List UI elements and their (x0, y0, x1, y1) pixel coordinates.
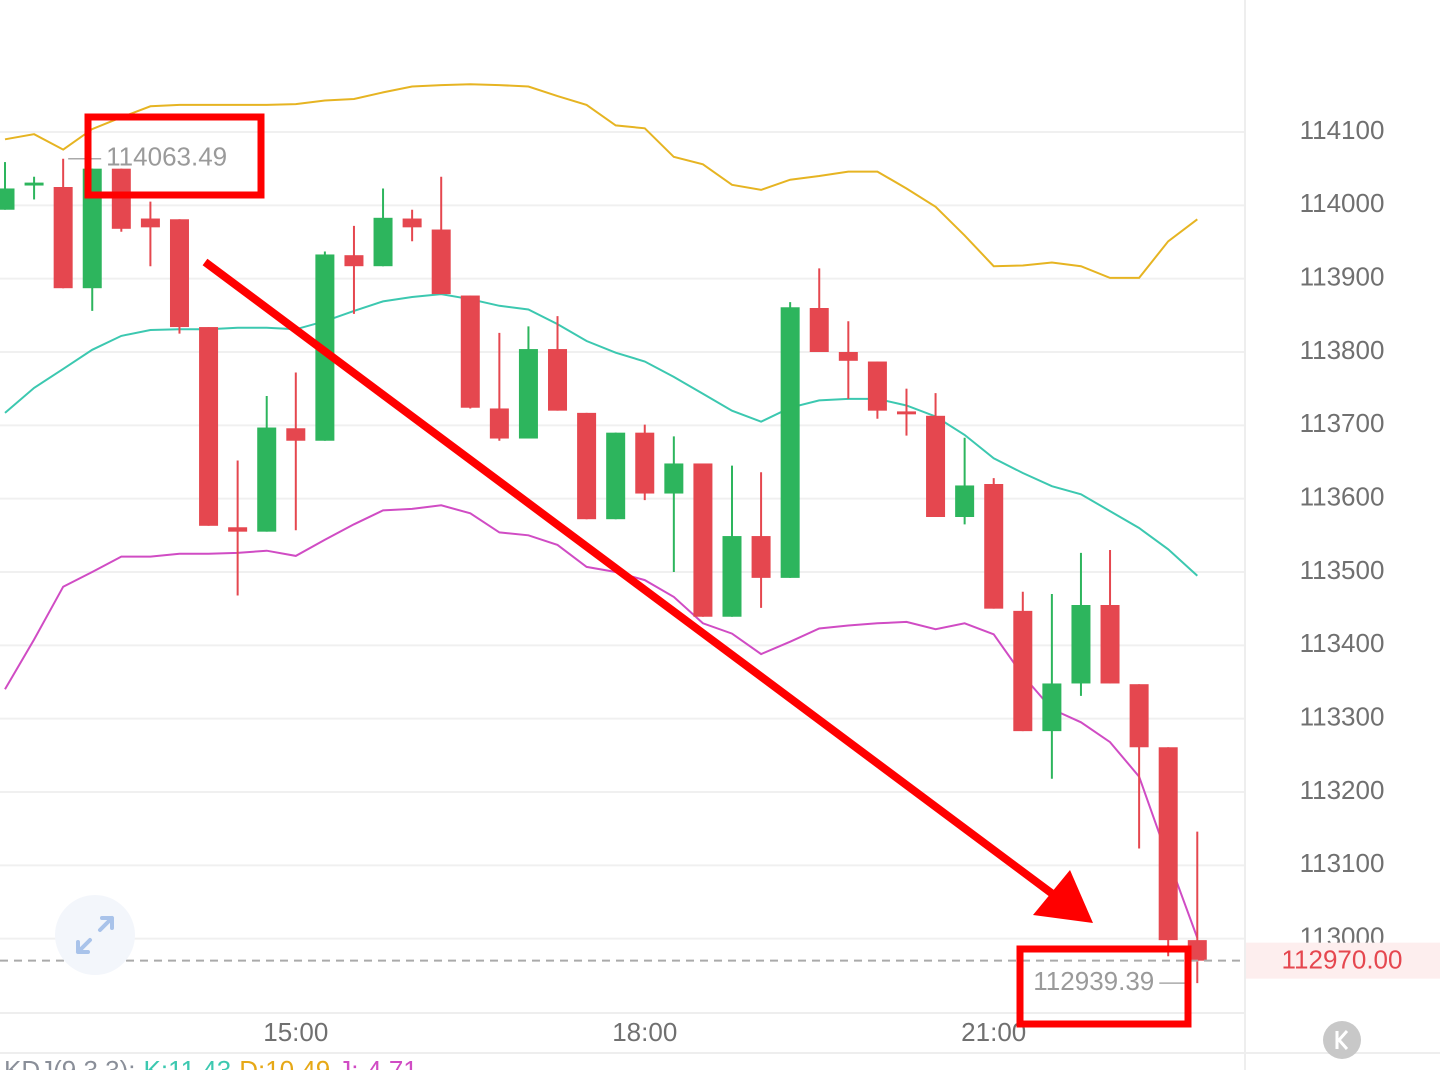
candle-body (1071, 605, 1091, 684)
candle-body (1158, 747, 1178, 941)
y-tick-label: 113800 (1300, 335, 1385, 365)
y-tick-label: 113300 (1300, 702, 1385, 732)
y-tick-label: 113600 (1300, 482, 1385, 512)
candle-body (228, 527, 248, 532)
band-line (4, 83, 1198, 279)
candle-body (199, 327, 219, 526)
candle-body (838, 352, 858, 361)
zoom-icon[interactable] (76, 916, 114, 954)
min-low-label: 112939.39 (1033, 966, 1154, 996)
candle-body (664, 463, 684, 494)
y-tick-label: 113100 (1300, 848, 1385, 878)
y-tick-label: 113200 (1300, 775, 1385, 805)
indicator-label: KDJ(9,3,3): K:11.43 D:10.49 J:-4.71 (4, 1055, 418, 1070)
candle-body (489, 408, 509, 439)
max-high-label: 114063.49 (106, 142, 227, 172)
candle-body (169, 219, 189, 328)
indicator-item: KDJ(9,3,3): (4, 1055, 136, 1070)
candle-body (635, 432, 655, 494)
x-tick-label: 15:00 (263, 1017, 328, 1047)
candle-body (1100, 605, 1120, 684)
candle-body (577, 412, 597, 520)
y-tick-label: 113500 (1300, 555, 1385, 585)
labels: 1130001131001132001133001134001135001136… (0, 115, 1440, 1070)
candle-body (606, 432, 626, 520)
candle-body (402, 218, 422, 228)
y-tick-label: 113700 (1300, 408, 1385, 438)
candle-body (140, 218, 160, 228)
candle-body (286, 428, 306, 441)
candle-body (82, 168, 102, 289)
y-tick-label: 113900 (1300, 262, 1385, 292)
collapse-icon[interactable] (1335, 1030, 1349, 1050)
candle-body (809, 308, 829, 352)
candle-body (1013, 610, 1033, 732)
candle-body (780, 307, 800, 578)
candle-body (926, 415, 946, 517)
indicator-item: K:11.43 (144, 1055, 232, 1070)
candle-body (984, 484, 1004, 609)
candle-body (373, 217, 393, 267)
candle-body (1187, 940, 1207, 961)
arrow-head (1033, 870, 1093, 923)
y-tick-label: 114000 (1300, 188, 1385, 218)
candle-body (548, 349, 568, 411)
candle-body (24, 182, 44, 186)
zoom-button-bg[interactable] (55, 895, 135, 975)
candle-body (111, 168, 131, 229)
candle-body (955, 485, 975, 517)
candle-body (0, 188, 15, 210)
x-tick-label: 18:00 (612, 1017, 677, 1047)
indicator-item: J:-4.71 (338, 1055, 418, 1070)
candle-body (896, 411, 916, 415)
candle-body (1129, 684, 1149, 748)
candle-body (53, 187, 73, 289)
candle-body (431, 229, 451, 295)
y-tick-label: 113400 (1300, 628, 1385, 658)
candles (0, 158, 1207, 984)
collapse-button[interactable] (1323, 1021, 1361, 1059)
band-lines (4, 83, 1199, 939)
candle-body (693, 463, 713, 617)
candle-body (460, 295, 480, 408)
candle-body (722, 536, 742, 617)
candle-body (867, 361, 887, 411)
y-tick-label: 114100 (1300, 115, 1385, 145)
band-line (4, 293, 1198, 577)
highlight-box (84, 113, 265, 199)
trend-arrow (202, 258, 1061, 902)
candle-body (1042, 683, 1062, 732)
candle-body (751, 536, 771, 578)
last-price-bg (1246, 942, 1440, 979)
indicator-item: D:10.49 (239, 1055, 330, 1070)
candle-body (344, 255, 364, 267)
band-line (4, 504, 1199, 939)
x-tick-label: 21:00 (961, 1017, 1026, 1047)
candle-body (518, 349, 538, 439)
last-price-label: 112970.00 (1282, 945, 1403, 975)
highlight-box (1016, 945, 1192, 1028)
candle-body (257, 427, 277, 532)
